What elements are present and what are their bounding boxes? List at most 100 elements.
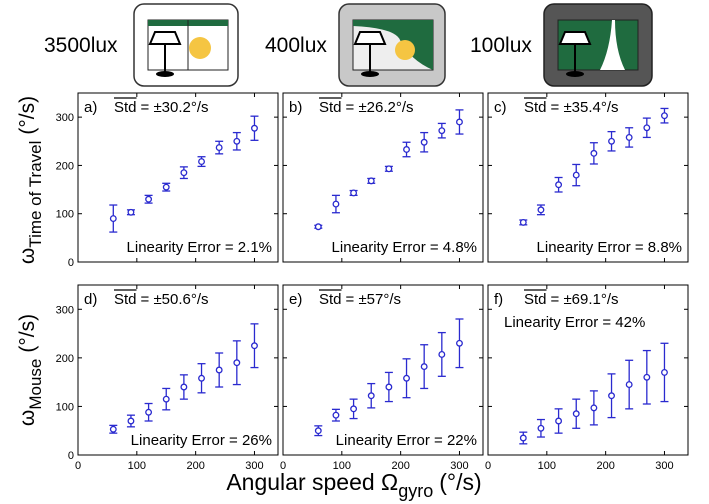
data-point <box>438 351 446 358</box>
data-point <box>233 359 241 367</box>
data-point <box>608 392 615 400</box>
x-tick-label: 300 <box>450 460 468 472</box>
data-point <box>109 425 117 433</box>
data-point <box>519 218 527 226</box>
data-point <box>572 410 580 418</box>
data-point <box>625 133 633 141</box>
data-point <box>590 149 598 157</box>
y-axis-label: ωMouse (°/s) <box>16 314 45 426</box>
std-value: = ±69.1°/s <box>551 291 619 308</box>
x-tick-label: 100 <box>128 460 146 472</box>
data-point <box>590 404 598 412</box>
panel-label: e) <box>289 291 302 308</box>
std-value: = ±35.4°/s <box>551 99 619 116</box>
x-tick-label: 200 <box>186 460 204 472</box>
y-axis-label: ωTime of Travel (°/s) <box>16 96 45 264</box>
plot-frame <box>77 284 279 456</box>
data-point <box>456 118 463 126</box>
plot-frame <box>282 92 484 263</box>
annotation: Linearity Error = 2.1% <box>127 239 272 256</box>
std-name: Std <box>524 99 547 116</box>
y-axis-label-sub: Mouse <box>26 359 45 410</box>
annotation: Linearity Error = 8.8% <box>537 239 682 256</box>
y-tick-label: 0 <box>68 257 74 269</box>
plot-frame <box>487 284 689 456</box>
data-point <box>537 424 545 432</box>
data-point <box>643 124 651 132</box>
data-point <box>420 138 428 146</box>
data-point <box>251 124 258 132</box>
std-value: = ±26.2°/s <box>346 99 414 116</box>
std-name: Std <box>114 99 137 116</box>
data-point <box>145 195 153 203</box>
data-point <box>350 189 358 197</box>
annotation: Linearity Error = 26% <box>131 432 272 449</box>
annotation: Linearity Error = 22% <box>336 432 477 449</box>
panel-label: c) <box>494 99 507 116</box>
data-point <box>403 146 410 153</box>
data-point <box>332 411 340 419</box>
data-point <box>367 177 375 185</box>
x-tick-label: 0 <box>280 460 286 472</box>
data-point <box>162 395 170 403</box>
std-name: Std <box>114 291 137 308</box>
x-axis-label-sub: gyro <box>398 481 433 501</box>
data-point <box>314 427 322 435</box>
x-tick-label: 100 <box>538 460 556 472</box>
data-point <box>251 342 258 350</box>
data-point <box>537 206 545 214</box>
data-point <box>519 434 527 442</box>
icon-dark <box>543 3 653 87</box>
y-tick-label: 100 <box>56 209 74 221</box>
x-tick-label: 300 <box>655 460 673 472</box>
lux-label: 3500lux <box>44 34 118 57</box>
data-point <box>180 169 188 177</box>
y-tick-label: 300 <box>56 304 74 316</box>
x-tick-label: 0 <box>485 460 491 472</box>
lux-label: 400lux <box>265 34 327 57</box>
panel-label: a) <box>84 99 97 116</box>
x-tick-label: 200 <box>596 460 614 472</box>
plot-frame <box>487 92 689 263</box>
data-point <box>661 368 668 376</box>
data-point <box>555 417 563 425</box>
data-point <box>215 366 223 374</box>
data-point <box>127 208 135 216</box>
x-tick-label: 100 <box>333 460 351 472</box>
data-point <box>572 171 580 179</box>
x-axis-label-text: Angular speed Ω <box>226 469 398 495</box>
x-tick-label: 200 <box>391 460 409 472</box>
plot-frame <box>77 92 279 263</box>
data-point <box>162 183 170 191</box>
y-tick-label: 200 <box>56 353 74 365</box>
annotation: Linearity Error = 42% <box>504 314 645 331</box>
data-point <box>385 165 393 173</box>
icon-bright <box>133 3 239 87</box>
data-point <box>314 223 322 231</box>
data-point <box>109 215 117 222</box>
y-axis-label-unit: (°/s) <box>16 314 39 353</box>
data-point <box>608 137 615 145</box>
std-value: = ±57°/s <box>346 291 402 308</box>
std-name: Std <box>319 291 342 308</box>
data-point <box>198 158 205 166</box>
panel-label: f) <box>494 291 503 308</box>
data-point <box>456 339 463 347</box>
data-point <box>438 127 446 135</box>
std-value: = ±50.6°/s <box>141 291 209 308</box>
data-point <box>215 144 223 152</box>
data-point <box>367 392 375 400</box>
y-tick-label: 0 <box>68 450 74 462</box>
y-axis-label-sub: Time of Travel <box>26 141 45 248</box>
x-tick-label: 0 <box>75 460 81 472</box>
icon-medium <box>338 3 446 87</box>
annotation: Linearity Error = 4.8% <box>332 239 477 256</box>
plot-frame <box>282 284 484 456</box>
data-point <box>180 383 188 391</box>
data-point <box>145 408 153 416</box>
y-tick-label: 100 <box>56 401 74 413</box>
x-axis-label: Angular speed Ωgyro (°/s) <box>226 469 481 501</box>
data-point <box>555 181 563 189</box>
x-tick-label: 300 <box>245 460 263 472</box>
